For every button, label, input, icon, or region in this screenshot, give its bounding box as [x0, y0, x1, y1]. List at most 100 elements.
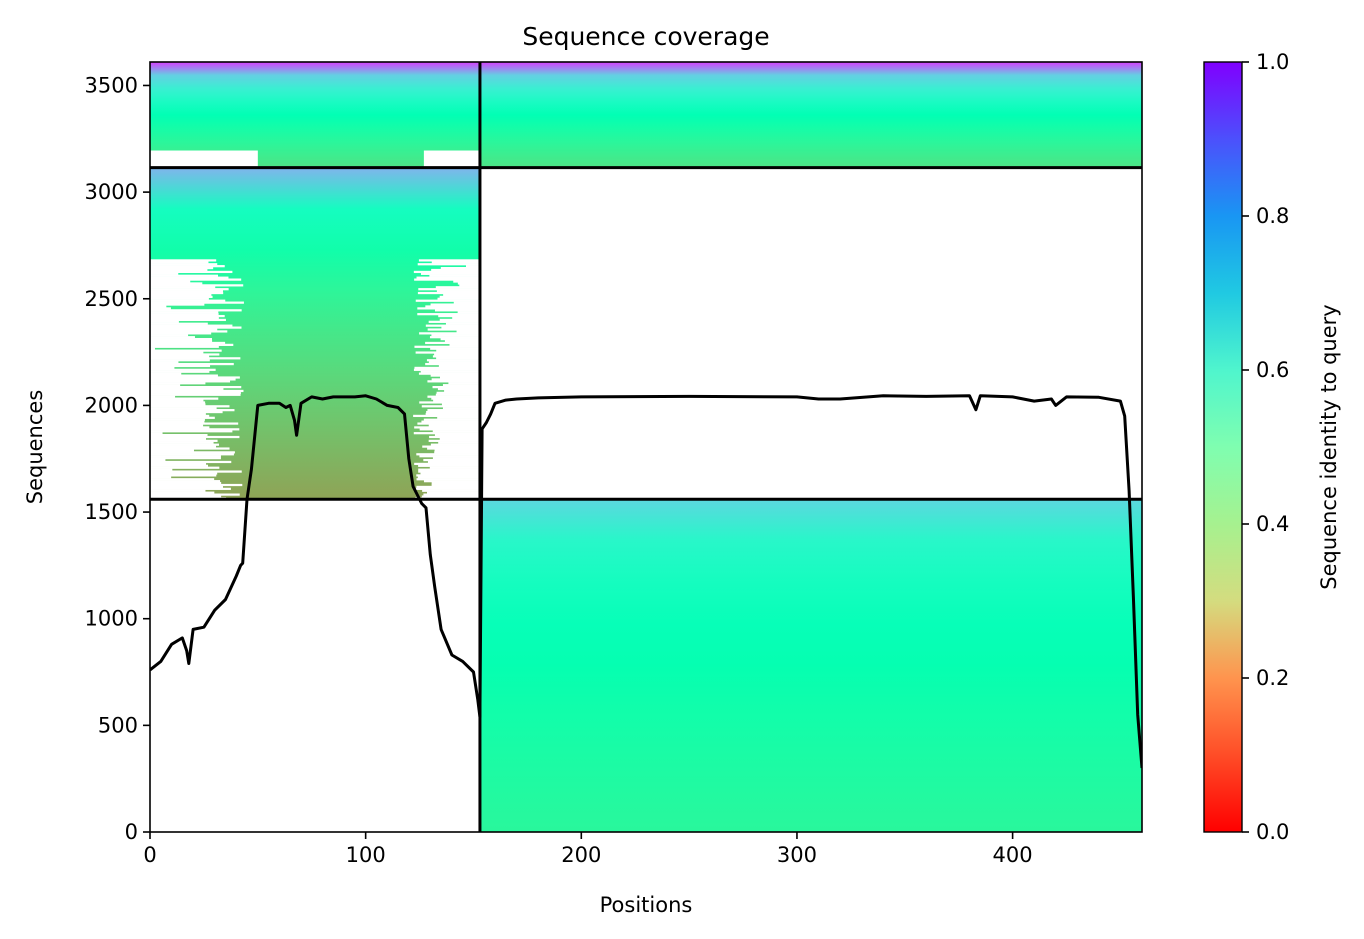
y-tick-label: 3000: [85, 180, 138, 204]
gap-streak: [150, 270, 233, 274]
gap-streak: [423, 458, 480, 462]
gap-streak: [432, 457, 480, 460]
gap-streak: [430, 374, 480, 377]
gap-streak: [150, 380, 231, 383]
gap-streak: [150, 460, 232, 464]
gap-streak: [150, 339, 213, 343]
x-tick-label: 100: [346, 843, 386, 867]
gap-streak: [150, 397, 219, 400]
gap-streak: [150, 297, 209, 300]
gap-streak: [150, 316, 219, 320]
gap-streak: [422, 445, 480, 448]
gap-streak: [415, 299, 480, 302]
gap-streak: [425, 412, 480, 416]
gap-streak: [150, 291, 224, 295]
gap-streak: [150, 376, 240, 379]
gap-streak: [432, 355, 480, 358]
gap-streak: [150, 272, 179, 275]
gap-streak: [428, 361, 480, 364]
gap-streak: [150, 286, 216, 289]
gap-streak: [431, 483, 480, 487]
gap-streak: [420, 472, 480, 475]
gap-streak: [426, 359, 480, 362]
gap-streak: [436, 357, 480, 360]
gap-streak: [150, 313, 219, 316]
gap-streak: [150, 399, 204, 402]
colorbar-tick-label: 0.6: [1256, 358, 1289, 382]
gap-streak: [150, 330, 228, 333]
gap-streak: [427, 409, 480, 412]
gap-streak: [416, 276, 480, 279]
gap-streak: [414, 278, 480, 281]
gap-streak: [423, 493, 480, 496]
gap-streak: [418, 468, 480, 471]
gap-streak: [150, 487, 231, 490]
x-tick-label: 200: [561, 843, 601, 867]
gap-streak: [413, 414, 480, 418]
gap-streak: [430, 443, 480, 446]
gap-streak: [445, 322, 480, 325]
gap-streak: [150, 432, 163, 435]
gap-streak: [453, 280, 480, 283]
gap-streak: [421, 495, 480, 498]
x-axis: 0 100 200 300 400: [143, 832, 1033, 867]
gap-streak: [150, 453, 234, 456]
gap-streak: [150, 293, 212, 297]
gap-streak: [150, 366, 175, 370]
gap-streak: [457, 311, 480, 314]
gap-streak: [150, 303, 205, 306]
gap-streak: [150, 393, 241, 396]
gap-streak: [150, 455, 221, 458]
gap-streak: [444, 339, 480, 343]
gap-streak: [150, 391, 241, 394]
gap-streak: [438, 364, 480, 368]
gap-streak: [443, 293, 480, 297]
gap-streak: [426, 491, 480, 494]
gap-streak: [150, 347, 155, 350]
gap-streak: [436, 290, 480, 293]
gap-streak: [150, 395, 176, 398]
plot-area: [150, 62, 1142, 832]
gap-streak: [150, 476, 172, 479]
gap-streak: [423, 150, 480, 168]
gap-streak: [150, 341, 226, 345]
gap-streak: [434, 309, 480, 312]
gap-streak: [150, 311, 219, 314]
gap-streak: [150, 382, 206, 385]
gap-streak: [150, 416, 215, 419]
gap-streak: [150, 468, 173, 471]
colorbar-gradient: [1203, 61, 1243, 833]
gap-streak: [150, 326, 242, 329]
gap-streak: [425, 362, 480, 366]
gap-streak: [429, 274, 480, 277]
gap-streak: [439, 295, 480, 298]
gap-streak: [150, 320, 179, 323]
gap-streak: [440, 266, 480, 270]
gap-streak: [150, 384, 181, 387]
gap-streak: [150, 403, 206, 406]
gap-streak: [442, 384, 480, 387]
gap-streak: [150, 457, 221, 460]
gap-streak: [425, 324, 480, 327]
gap-streak: [150, 274, 219, 277]
gap-streak: [150, 278, 242, 281]
gap-streak: [150, 407, 217, 410]
gap-streak: [416, 487, 480, 490]
gap-streak: [419, 401, 480, 404]
gap-streak: [420, 272, 480, 275]
gap-streak: [150, 332, 212, 335]
gap-streak: [430, 303, 480, 306]
gap-streak: [439, 376, 480, 379]
gap-streak: [417, 291, 480, 295]
colorbar-tick-label: 0.0: [1256, 820, 1289, 844]
gap-streak: [427, 447, 480, 450]
gap-streak: [150, 364, 211, 368]
gap-streak: [150, 259, 217, 262]
gap-streak: [150, 478, 215, 481]
gap-streak: [418, 464, 480, 467]
gap-streak: [425, 341, 480, 345]
gap-streak: [420, 370, 480, 373]
gap-streak: [150, 299, 226, 302]
gap-streak: [416, 453, 480, 456]
